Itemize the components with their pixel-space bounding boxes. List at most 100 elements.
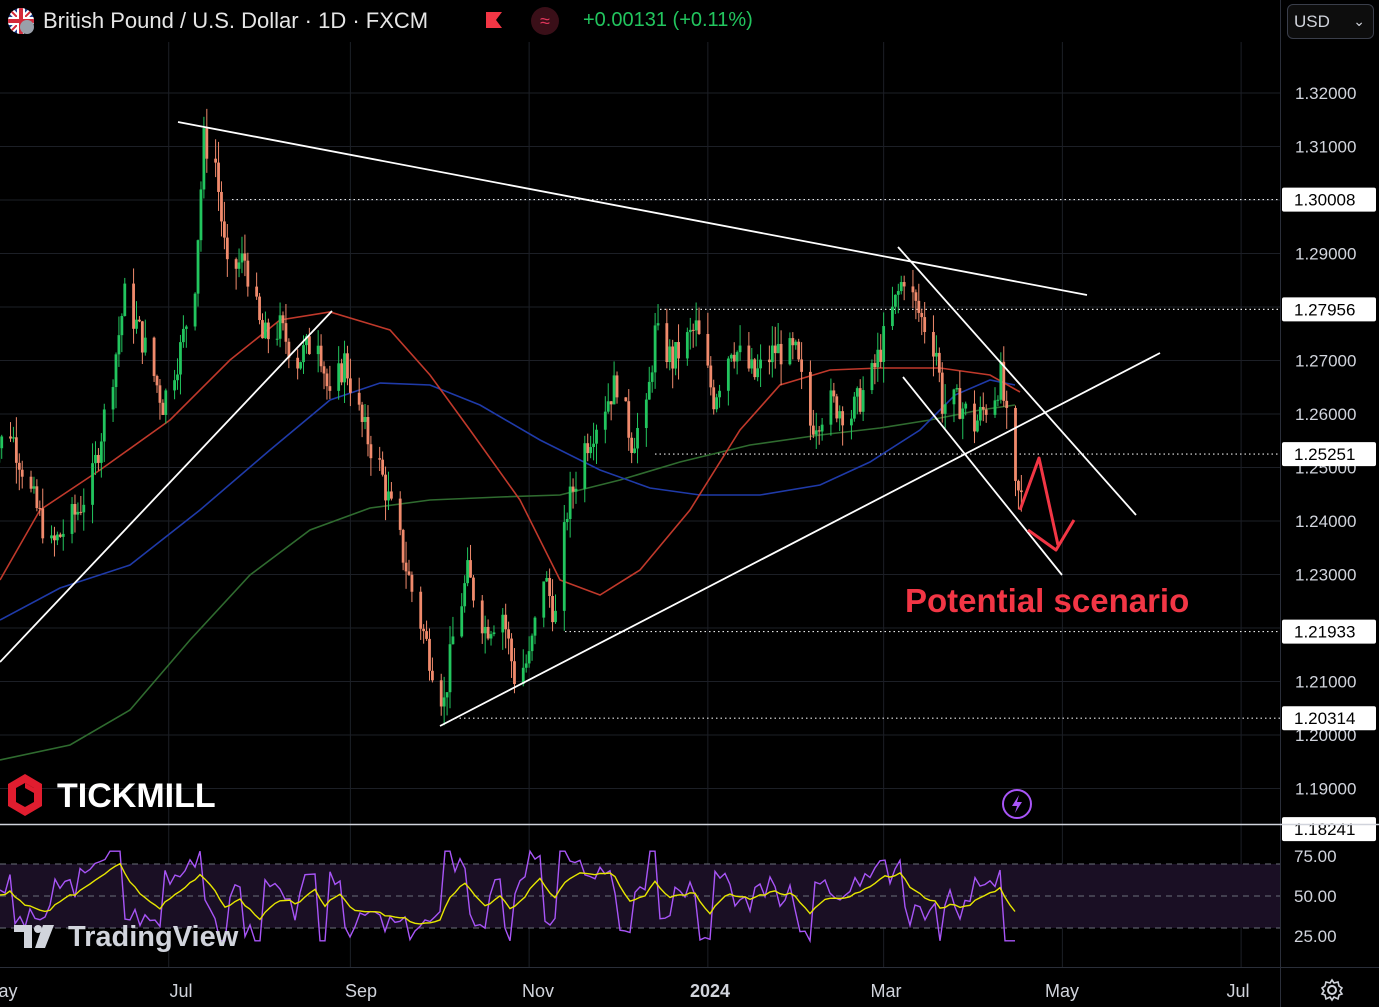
candle-body xyxy=(158,385,162,403)
candle-body xyxy=(387,491,390,501)
chevron-down-icon: ⌄ xyxy=(1353,13,1365,29)
candle-body xyxy=(993,400,997,415)
candle-body xyxy=(852,396,856,419)
candle-body xyxy=(952,389,956,405)
candle-body xyxy=(527,651,531,664)
candle-body xyxy=(132,283,135,329)
candle-body xyxy=(410,574,414,592)
candle-body xyxy=(483,626,487,634)
candle-body xyxy=(404,562,408,572)
candle-body xyxy=(750,359,754,369)
candle-body xyxy=(343,353,346,383)
candle-body xyxy=(996,399,1000,401)
trendline-ascending-support xyxy=(439,352,1161,727)
ma-mid-line xyxy=(0,379,1016,621)
candle-body xyxy=(223,221,226,238)
candle-body xyxy=(281,315,285,324)
candle-body xyxy=(542,581,546,618)
lightning-icon[interactable] xyxy=(1001,788,1033,820)
level-label: 1.25251 xyxy=(1294,445,1355,464)
candle-body xyxy=(492,632,496,635)
candle-body xyxy=(111,387,115,410)
candle-body xyxy=(161,402,165,415)
x-tick-label: 2024 xyxy=(690,981,730,1001)
symbol-title[interactable]: British Pound / U.S. Dollar · 1D · FXCM xyxy=(43,8,429,33)
candle-body xyxy=(958,388,962,419)
channel-lower-line xyxy=(902,376,1063,576)
level-label-box xyxy=(1282,187,1376,212)
candle-body xyxy=(914,292,918,301)
candle-body xyxy=(729,354,733,359)
candle-body xyxy=(800,359,804,372)
candle-body xyxy=(1002,361,1006,401)
x-tick-label: ay xyxy=(0,981,18,1001)
candle-body xyxy=(348,378,352,393)
candle-body xyxy=(193,293,197,327)
candle-body xyxy=(973,403,976,432)
candle-body xyxy=(425,631,428,639)
candle-body xyxy=(665,323,669,363)
currency-select[interactable]: USD ⌄ xyxy=(1287,4,1374,39)
candle-body xyxy=(507,629,511,639)
candle-body xyxy=(264,322,267,339)
candle-body xyxy=(448,644,452,693)
gear-icon[interactable] xyxy=(1320,978,1344,1002)
candle-body xyxy=(999,361,1003,400)
candle-body xyxy=(586,443,590,454)
candle-body xyxy=(94,454,97,464)
candle-body xyxy=(275,338,279,340)
uk-flag-icon[interactable] xyxy=(6,6,36,36)
candle-body xyxy=(261,320,264,339)
candle-body xyxy=(691,329,695,331)
wave-indicator-icon[interactable]: ≈ xyxy=(531,7,559,35)
candle-body xyxy=(135,319,138,329)
candle-body xyxy=(767,359,771,363)
candle-body xyxy=(797,341,801,360)
candle-body xyxy=(237,262,241,269)
candle-body xyxy=(258,296,261,321)
candle-body xyxy=(630,437,634,453)
candle-body xyxy=(217,162,220,192)
candle-body xyxy=(891,306,894,327)
candle-body xyxy=(422,628,426,632)
candle-body xyxy=(650,372,654,382)
y-tick-label: 1.20000 xyxy=(1295,726,1356,745)
candle-body xyxy=(451,636,455,645)
candle-body xyxy=(325,373,329,387)
candle-body xyxy=(79,511,83,513)
candle-body xyxy=(583,443,587,489)
candle-body xyxy=(363,417,367,422)
candle-body xyxy=(138,319,141,322)
candle-body xyxy=(873,363,877,368)
y-tick-label: 1.26000 xyxy=(1295,405,1356,424)
candle-body xyxy=(12,437,15,439)
candle-body xyxy=(589,447,593,454)
candle-body xyxy=(671,346,675,369)
scenario-arrow-path xyxy=(1018,456,1060,546)
channel-upper-line xyxy=(897,246,1137,516)
candle-body xyxy=(1019,490,1023,493)
candle-body xyxy=(76,511,80,515)
candle-body xyxy=(184,326,188,329)
level-label-box xyxy=(1282,297,1376,322)
candle-body xyxy=(841,411,845,426)
scenario-arrow-head xyxy=(1027,519,1076,552)
x-tick-label: Sep xyxy=(345,981,377,1001)
price-change: +0.00131 (+0.11%) xyxy=(583,9,753,31)
candle-body xyxy=(463,583,467,607)
candle-body xyxy=(738,345,742,353)
candle-body xyxy=(41,508,45,539)
candle-body xyxy=(73,504,77,515)
candle-body xyxy=(899,282,903,292)
candle-body xyxy=(0,436,4,449)
y-tick-label: 1.21000 xyxy=(1295,673,1356,692)
flag-marker-icon[interactable] xyxy=(485,11,503,29)
candle-body xyxy=(486,626,490,639)
candle-body xyxy=(706,334,710,366)
candle-body xyxy=(97,454,100,463)
candle-body xyxy=(32,486,36,489)
candle-body xyxy=(390,491,393,499)
svg-text:TICKMILL: TICKMILL xyxy=(57,777,216,815)
candle-body xyxy=(920,312,924,318)
